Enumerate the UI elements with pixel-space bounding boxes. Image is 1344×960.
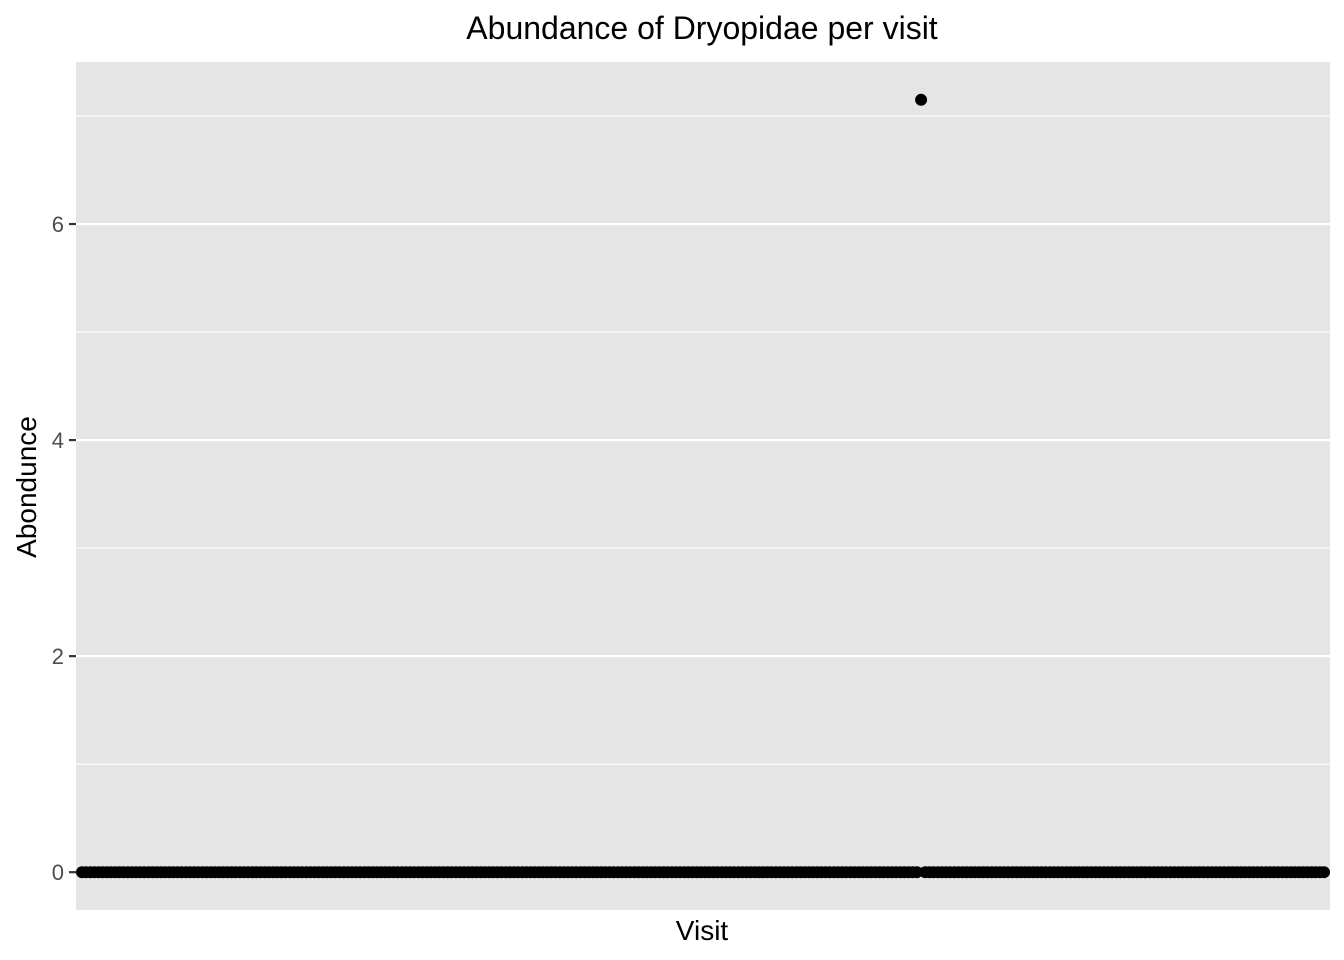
plot-panel — [76, 62, 1330, 910]
chart-title: Abundance of Dryopidae per visit — [466, 10, 938, 46]
y-axis: 0 2 4 6 — [52, 212, 76, 885]
data-point — [910, 866, 923, 879]
data-points — [76, 93, 1330, 879]
y-tick-label: 6 — [52, 212, 64, 237]
data-point — [1318, 866, 1330, 879]
y-tick-label: 0 — [52, 860, 64, 885]
minor-gridlines — [76, 115, 1330, 765]
y-axis-title: Abondunce — [11, 416, 42, 558]
panel-background — [76, 62, 1330, 910]
data-point — [915, 93, 928, 106]
y-tick-label: 4 — [52, 428, 64, 453]
x-axis-title: Visit — [676, 915, 729, 946]
y-tick-label: 2 — [52, 644, 64, 669]
